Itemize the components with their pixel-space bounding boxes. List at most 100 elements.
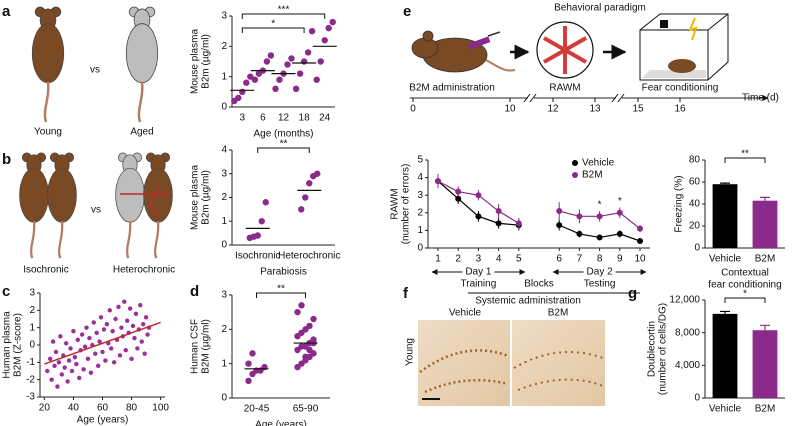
significance-bracket [257, 147, 310, 153]
y-tick-label: 3 [221, 11, 227, 22]
data-point [65, 379, 70, 384]
y-tick-label: 2 [417, 207, 423, 218]
data-point [52, 363, 57, 368]
day-label: Day 2 [587, 267, 614, 278]
data-point [145, 332, 150, 337]
panel-label: d [190, 283, 199, 300]
x-axis-label: fear conditioning [708, 280, 781, 291]
data-point [87, 335, 92, 341]
x-tick-label: 20 [39, 403, 51, 414]
data-point [310, 315, 317, 323]
y-tick-label: 60 [689, 177, 701, 188]
data-point [321, 37, 328, 44]
illustration-label: Isochronic [23, 265, 69, 276]
y-tick-label: 0 [417, 243, 423, 254]
data-point [296, 70, 304, 77]
x-tick-label: 4 [496, 254, 502, 265]
data-point [109, 346, 114, 351]
y-axis-label: Mouse plasma [190, 165, 201, 230]
x-tick-label: 6 [556, 254, 562, 265]
data-point [251, 76, 259, 83]
illustration-label: Aged [130, 127, 153, 138]
x-tick-label: 8 [597, 254, 603, 265]
error-bar [760, 324, 770, 331]
y-tick-label: 3 [221, 168, 227, 179]
data-point [284, 61, 291, 68]
data-point [129, 356, 134, 362]
data-point [68, 346, 73, 351]
data-point [298, 302, 305, 309]
data-point [515, 220, 522, 227]
data-point [47, 356, 53, 362]
y-axis-label: (number of errors) [401, 164, 412, 245]
panel-label: e [403, 3, 411, 20]
phase-label: Testing [584, 279, 616, 290]
y-tick-label: 3 [221, 290, 227, 301]
data-point [135, 346, 140, 351]
data-point [245, 360, 252, 367]
data-point [77, 375, 82, 381]
significance-label: * [618, 196, 622, 207]
data-point [616, 209, 623, 216]
y-tick-label: 40 [689, 199, 701, 210]
y-tick-label: 0 [29, 340, 35, 351]
data-point [495, 220, 502, 227]
bar [752, 330, 778, 398]
data-point [276, 76, 283, 83]
data-point [247, 73, 254, 80]
y-tick-label: 4,000 [675, 360, 700, 371]
y-tick-label: 2 [221, 41, 227, 52]
illustration-label: Heterochronic [113, 265, 175, 276]
x-tick-label: Vehicle [709, 254, 742, 265]
y-tick-label: 1 [221, 71, 227, 82]
y-axis-label: RAWM [390, 188, 401, 219]
phase-label: Blocks [524, 279, 553, 290]
data-point [475, 192, 482, 199]
step-label: Fear conditioning [642, 83, 719, 94]
x-tick-label: 40 [68, 403, 80, 414]
data-point [116, 304, 121, 310]
histology-title: Systemic administration [475, 296, 581, 307]
y-tick-label: 3 [29, 288, 35, 299]
data-point [302, 353, 309, 360]
data-point [143, 315, 149, 320]
data-point [138, 302, 143, 308]
data-point [79, 332, 85, 337]
y-axis-label: Doublecortin [647, 321, 658, 377]
y-tick-label: 0 [694, 393, 700, 404]
data-point [262, 199, 269, 206]
significance-label: ** [280, 139, 288, 150]
significance-label: ** [277, 284, 285, 295]
y-tick-label: 2 [221, 192, 227, 203]
x-tick-label: 3 [240, 113, 246, 124]
panel-label: f [403, 285, 409, 302]
paradigm-title: Behavioral paradigm [554, 3, 646, 14]
data-point [133, 311, 139, 316]
y-tick-label: -1 [26, 357, 35, 368]
data-point [258, 218, 265, 225]
y-tick-label: 20 [689, 221, 701, 232]
timeline-tick-label: 16 [674, 104, 686, 115]
y-tick-label: 1 [29, 322, 35, 333]
data-point [45, 368, 50, 374]
x-axis-label: Age (years) [77, 415, 129, 426]
significance-label: * [743, 289, 747, 300]
error-bar [760, 196, 770, 201]
x-tick-label: 10 [634, 254, 646, 265]
data-point [294, 308, 301, 316]
panel-label: a [2, 3, 11, 20]
x-tick-label: Vehicle [709, 404, 742, 415]
data-point [69, 368, 75, 374]
column-label: B2M [548, 308, 569, 319]
data-point [85, 356, 91, 362]
data-point [97, 339, 102, 344]
x-tick-label: 1 [435, 254, 441, 265]
y-tick-label: -2 [26, 374, 35, 385]
data-point [62, 365, 67, 370]
timeline-tick-label: 12 [547, 104, 559, 115]
data-point [306, 346, 313, 354]
significance-label: *** [278, 5, 290, 16]
column-label: Vehicle [449, 308, 482, 319]
data-point [130, 323, 136, 329]
significance-bracket [241, 13, 326, 19]
